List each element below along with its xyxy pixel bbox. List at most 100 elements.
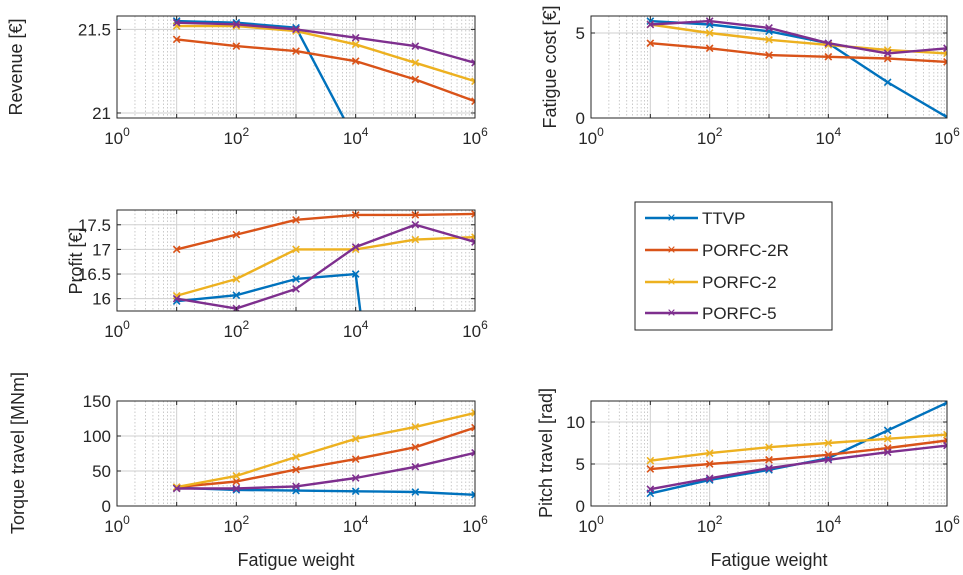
torque-travel-point-porfc-2 bbox=[351, 434, 360, 443]
fatigue-cost-point-porfc-2r bbox=[824, 52, 833, 61]
profit-point-porfc-2r bbox=[471, 210, 475, 218]
profit-point-porfc-2r bbox=[411, 211, 420, 219]
pitch-travel-x-axis-label: Fatigue weight bbox=[710, 550, 827, 570]
revenue-y-tick-label: 21.5 bbox=[78, 20, 111, 39]
profit-point-porfc-5 bbox=[172, 294, 181, 303]
profit-point-porfc-2 bbox=[411, 235, 420, 244]
torque-travel-point-ttvp bbox=[411, 488, 420, 496]
legend-label-porfc-2r: PORFC-2R bbox=[702, 241, 789, 260]
legend-entry-porfc-2r: ✕ PORFC-2R bbox=[645, 241, 789, 260]
profit-x-tick-label: 102 bbox=[224, 318, 250, 341]
revenue-point-porfc-5 bbox=[232, 20, 241, 29]
pitch-travel-point-porfc-2 bbox=[765, 443, 773, 452]
revenue-point-porfc-2r bbox=[351, 57, 360, 66]
profit-point-porfc-2r bbox=[351, 211, 360, 219]
revenue-point-porfc-5 bbox=[471, 58, 475, 67]
torque-travel-x-tick-label: 106 bbox=[462, 513, 488, 536]
fatigue-cost-point-porfc-5 bbox=[765, 24, 773, 32]
profit-point-porfc-2 bbox=[292, 245, 300, 254]
revenue-grid bbox=[116, 16, 475, 118]
fatigue-cost-point-ttvp bbox=[883, 78, 892, 87]
pitch-travel-point-porfc-5 bbox=[765, 464, 773, 473]
profit-point-porfc-2r bbox=[292, 215, 300, 224]
pitch-travel-point-porfc-5 bbox=[824, 455, 833, 464]
fatigue-cost-point-porfc-5 bbox=[705, 17, 714, 25]
fatigue-cost-point-porfc-2r bbox=[943, 58, 947, 66]
pitch-travel-series-porfc-2 bbox=[650, 433, 947, 462]
revenue-point-porfc-5 bbox=[292, 25, 300, 34]
torque-travel-point-porfc-2r bbox=[351, 455, 360, 463]
fatigue-cost-point-porfc-5 bbox=[824, 39, 833, 48]
profit-point-ttvp bbox=[232, 291, 241, 300]
profit-point-ttvp bbox=[351, 270, 360, 278]
fatigue-cost-x-tick-label: 100 bbox=[578, 125, 604, 148]
torque-travel-y-tick-label: 50 bbox=[92, 462, 111, 481]
profit-series-porfc-5 bbox=[176, 223, 475, 310]
profit-x-tick-label: 106 bbox=[462, 318, 488, 341]
profit-series-porfc-2 bbox=[176, 235, 475, 297]
legend-marker-porfc-5: ✕ bbox=[667, 307, 676, 320]
profit-point-porfc-2 bbox=[232, 275, 241, 283]
torque-travel-point-porfc-2 bbox=[232, 472, 241, 480]
pitch-travel-point-porfc-2 bbox=[883, 434, 892, 443]
legend-box bbox=[634, 201, 833, 331]
pitch-travel-subplot: 100 102 104 106 0 5 10 Pitch travel [rad] Fatigu… bbox=[536, 388, 960, 570]
torque-travel-subplot: 100 102 104 106 0 50 100 150 Torque travel [MNm]… bbox=[8, 372, 488, 570]
pitch-travel-point-ttvp bbox=[883, 426, 892, 435]
pitch-travel-series-porfc-2r bbox=[650, 439, 947, 471]
fatigue-cost-series-porfc-2r bbox=[650, 42, 947, 64]
torque-travel-point-porfc-5 bbox=[351, 474, 360, 482]
torque-travel-point-porfc-5 bbox=[172, 484, 181, 493]
revenue-point-porfc-5 bbox=[411, 42, 420, 50]
torque-travel-x-tick-label: 104 bbox=[343, 513, 369, 536]
torque-travel-point-porfc-2 bbox=[411, 423, 420, 431]
profit-y-tick-label: 17.5 bbox=[78, 216, 111, 235]
revenue-point-porfc-2 bbox=[411, 58, 420, 67]
revenue-x-tick-label: 100 bbox=[104, 125, 130, 148]
legend-label-ttvp: TTVP bbox=[702, 209, 745, 228]
profit-point-porfc-5 bbox=[292, 284, 300, 293]
pitch-travel-y-tick-label: 0 bbox=[576, 497, 585, 516]
pitch-travel-y-tick-label: 10 bbox=[566, 413, 585, 432]
revenue-y-axis-label: Revenue [€] bbox=[6, 18, 26, 115]
revenue-series-porfc-2 bbox=[176, 24, 475, 83]
pitch-travel-point-porfc-2r bbox=[646, 465, 655, 473]
fatigue-cost-point-porfc-2 bbox=[765, 35, 773, 44]
profit-point-ttvp bbox=[292, 275, 300, 283]
pitch-travel-point-porfc-2r bbox=[765, 455, 773, 464]
fatigue-cost-x-tick-label: 104 bbox=[816, 125, 842, 148]
torque-travel-point-porfc-2r bbox=[292, 465, 300, 474]
legend-marker-porfc-2: ✕ bbox=[667, 276, 676, 289]
torque-travel-point-porfc-2r bbox=[232, 477, 241, 486]
torque-travel-series-porfc-2 bbox=[176, 411, 475, 489]
pitch-travel-point-porfc-2 bbox=[705, 449, 714, 457]
pitch-travel-point-porfc-5 bbox=[705, 474, 714, 483]
pitch-travel-point-porfc-2 bbox=[646, 456, 655, 465]
fatigue-cost-point-porfc-5 bbox=[883, 49, 892, 58]
revenue-series-porfc-5 bbox=[176, 21, 475, 64]
torque-travel-y-tick-label: 100 bbox=[83, 427, 111, 446]
fatigue-cost-point-porfc-5 bbox=[646, 20, 655, 29]
pitch-travel-point-porfc-2 bbox=[824, 439, 833, 447]
profit-y-tick-label: 16 bbox=[92, 290, 111, 309]
torque-travel-y-tick-label: 150 bbox=[83, 392, 111, 411]
profit-x-tick-label: 100 bbox=[104, 318, 130, 341]
pitch-travel-point-ttvp bbox=[943, 401, 947, 407]
fatigue-cost-point-porfc-2 bbox=[705, 29, 714, 37]
torque-travel-y-axis-label: Torque travel [MNm] bbox=[8, 372, 28, 534]
torque-travel-point-porfc-2 bbox=[471, 409, 475, 417]
profit-point-porfc-2r bbox=[172, 245, 181, 254]
fatigue-cost-point-ttvp bbox=[943, 113, 947, 118]
pitch-travel-point-porfc-5 bbox=[883, 448, 892, 457]
revenue-point-porfc-2r bbox=[172, 35, 181, 44]
revenue-y-tick-label: 21 bbox=[92, 104, 111, 123]
profit-point-porfc-5 bbox=[411, 220, 420, 229]
torque-travel-x-axis-label: Fatigue weight bbox=[237, 550, 354, 570]
profit-point-porfc-5 bbox=[471, 238, 475, 246]
profit-point-porfc-2r bbox=[232, 230, 241, 239]
torque-travel-point-porfc-5 bbox=[411, 462, 420, 471]
torque-travel-x-tick-label: 102 bbox=[224, 513, 250, 536]
pitch-travel-x-tick-label: 102 bbox=[697, 513, 723, 536]
torque-travel-series-porfc-5 bbox=[176, 451, 475, 490]
